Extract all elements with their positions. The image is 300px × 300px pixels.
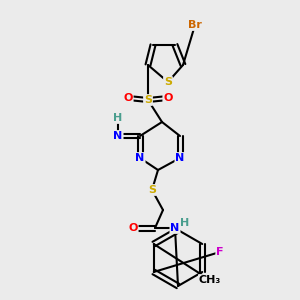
Text: S: S [164, 77, 172, 87]
Text: H: H [180, 218, 190, 228]
Text: O: O [123, 93, 133, 103]
Text: N: N [113, 131, 123, 141]
Text: H: H [113, 113, 123, 123]
Text: N: N [135, 153, 145, 163]
Text: Br: Br [188, 20, 202, 30]
Text: N: N [170, 223, 180, 233]
Text: O: O [163, 93, 173, 103]
Text: S: S [148, 185, 156, 195]
Text: F: F [216, 247, 224, 257]
Text: O: O [128, 223, 138, 233]
Text: N: N [176, 153, 184, 163]
Text: S: S [144, 95, 152, 105]
Text: CH₃: CH₃ [199, 275, 221, 285]
